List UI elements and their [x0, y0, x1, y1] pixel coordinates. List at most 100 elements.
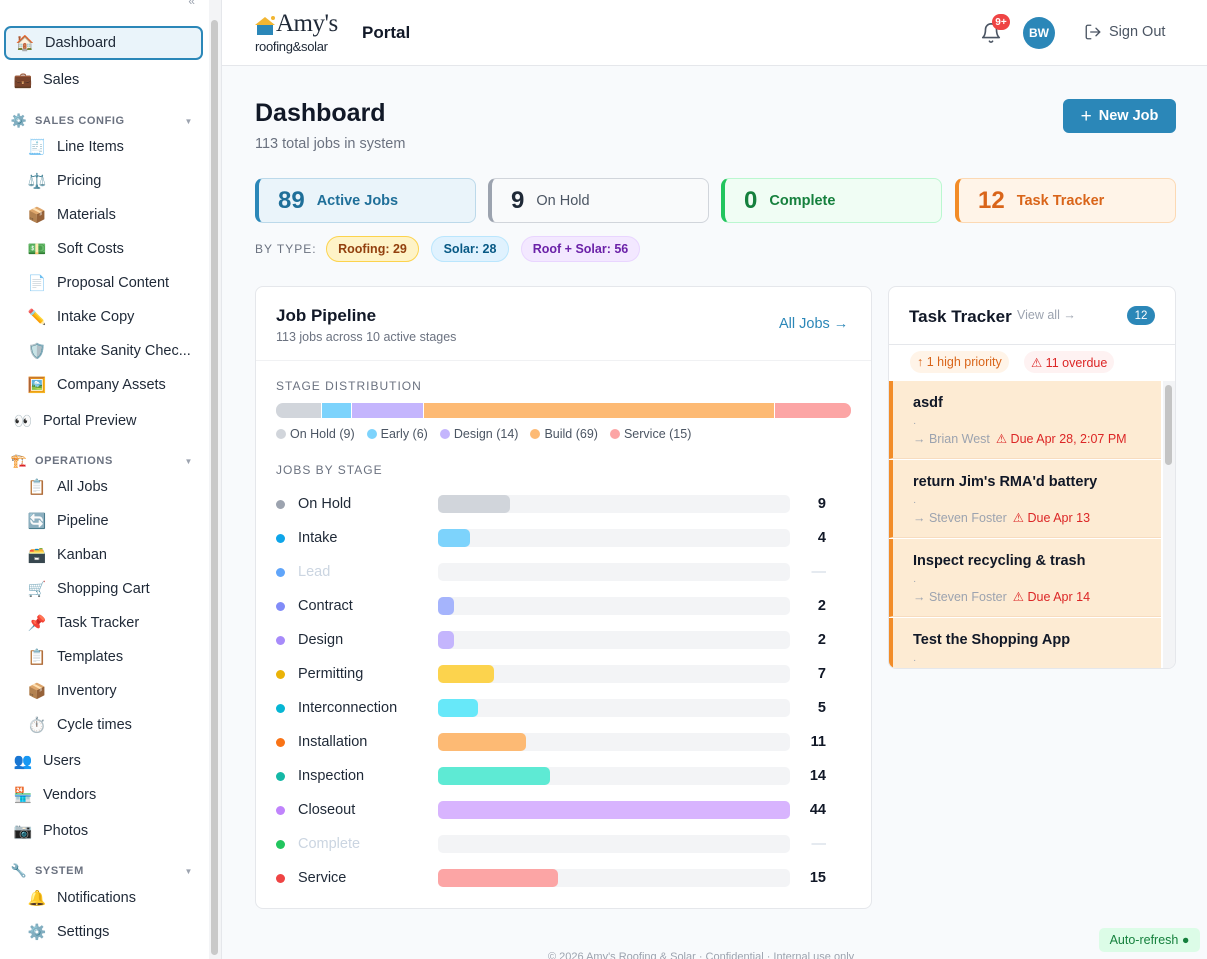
stage-row[interactable]: On Hold 9	[276, 487, 836, 521]
stat-card-complete[interactable]: 0 Complete	[721, 178, 942, 223]
stage-bar-track	[438, 631, 790, 649]
job-type-pill[interactable]: Solar: 28	[431, 236, 509, 262]
package-icon: 📦	[27, 207, 47, 224]
stage-row[interactable]: Permitting 7	[276, 657, 836, 691]
card-divider	[256, 360, 871, 361]
task-list-scrollbar-thumb[interactable]	[1165, 385, 1172, 465]
sidebar-item-kanban[interactable]: 🗃️ Kanban	[4, 538, 203, 572]
sidebar-item-templates[interactable]: 📋 Templates	[4, 640, 203, 674]
legend-swatch	[439, 429, 450, 439]
sidebar-item-intake-copy[interactable]: ✏️ Intake Copy	[4, 300, 203, 334]
sidebar-item-all-jobs[interactable]: 📋 All Jobs	[4, 470, 203, 504]
stage-bar-fill	[438, 801, 790, 819]
sidebar-item-label: Task Tracker	[57, 615, 140, 631]
stage-row[interactable]: Interconnection 5	[276, 691, 836, 725]
sidebar-item-proposal-content[interactable]: 📄 Proposal Content	[4, 266, 203, 300]
sidebar-item-users[interactable]: 👥 Users	[4, 744, 203, 778]
sidebar-item-label: Soft Costs	[57, 241, 124, 257]
distribution-segment[interactable]	[276, 403, 322, 418]
distribution-segment[interactable]	[321, 403, 353, 418]
distribution-segment[interactable]	[352, 403, 424, 418]
sidebar-item-notifications[interactable]: 🔔 Notifications	[4, 881, 203, 915]
stage-bar-track	[438, 699, 790, 717]
stage-row[interactable]: Design 2	[276, 623, 836, 657]
sidebar-scrollbar-thumb[interactable]	[211, 20, 218, 955]
chevron-down-icon[interactable]: ▼	[184, 456, 193, 466]
job-type-pill[interactable]: Roofing: 29	[326, 236, 419, 262]
stage-dot	[276, 874, 285, 883]
sidebar-item-dashboard[interactable]: 🏠 Dashboard	[4, 26, 203, 60]
sidebar-item-pipeline[interactable]: 🔄 Pipeline	[4, 504, 203, 538]
stage-row[interactable]: Intake 4	[276, 521, 836, 555]
sidebar-item-materials[interactable]: 📦 Materials	[4, 198, 203, 232]
overdue-chip[interactable]: ⚠ 11 overdue	[1024, 351, 1115, 373]
legend-label: On Hold (9)	[290, 427, 355, 441]
stage-count: 9	[817, 496, 826, 512]
task-item[interactable]: Inspect recycling & trash · → Steven Foste…	[889, 539, 1161, 617]
sidebar-group-sales-config[interactable]: ⚙️ SALES CONFIG ▼	[4, 110, 203, 132]
collapse-sidebar-icon[interactable]: «	[188, 0, 195, 8]
task-item[interactable]: Test the Shopping App ·	[889, 618, 1161, 668]
stage-name: On Hold	[298, 496, 352, 512]
auto-refresh-indicator[interactable]: Auto-refresh ●	[1099, 928, 1200, 952]
sidebar-group-system[interactable]: 🔧 SYSTEM ▼	[4, 860, 203, 882]
sidebar-item-shopping-cart[interactable]: 🛒 Shopping Cart	[4, 572, 203, 606]
stage-row[interactable]: Contract 2	[276, 589, 836, 623]
stage-count: —	[811, 564, 827, 580]
stage-bar-fill	[438, 699, 478, 717]
sidebar-group-operations[interactable]: 🏗️ OPERATIONS ▼	[4, 450, 203, 472]
stage-dot	[276, 772, 285, 781]
task-title: Test the Shopping App	[913, 632, 1071, 648]
sidebar-item-soft-costs[interactable]: 💵 Soft Costs	[4, 232, 203, 266]
stage-bar-fill	[438, 597, 454, 615]
stage-row[interactable]: Service 15	[276, 861, 836, 895]
distribution-segment[interactable]	[423, 403, 775, 418]
legend-swatch	[530, 429, 541, 439]
briefcase-icon: 💼	[13, 72, 33, 89]
chevron-down-icon[interactable]: ▼	[184, 866, 193, 876]
job-type-pill[interactable]: Roof + Solar: 56	[521, 236, 640, 262]
stage-bar-fill	[438, 733, 526, 751]
stat-card-task-tracker[interactable]: 12 Task Tracker	[955, 178, 1176, 223]
stage-count: 2	[817, 632, 826, 648]
view-all-tasks-link[interactable]: View all →	[1017, 308, 1076, 322]
sidebar-item-inventory[interactable]: 📦 Inventory	[4, 674, 203, 708]
stage-row[interactable]: Lead —	[276, 555, 836, 589]
task-item[interactable]: return Jim's RMA'd battery · → Steven Fost…	[889, 460, 1161, 538]
stage-bar-fill	[438, 869, 558, 887]
stage-row[interactable]: Inspection 14	[276, 759, 836, 793]
high-priority-chip[interactable]: ↑ 1 high priority	[910, 351, 1009, 373]
stage-row[interactable]: Complete —	[276, 827, 836, 861]
sidebar-item-intake-sanity[interactable]: 🛡️ Intake Sanity Chec...	[4, 334, 203, 368]
sidebar-item-line-items[interactable]: 🧾 Line Items	[4, 130, 203, 164]
stage-row[interactable]: Installation 11	[276, 725, 836, 759]
stage-bar-track	[438, 495, 790, 513]
bell-icon[interactable]	[980, 22, 1002, 44]
sidebar-item-portal-preview[interactable]: 👀 Portal Preview	[4, 404, 203, 438]
stage-row[interactable]: Closeout 44	[276, 793, 836, 827]
all-jobs-link[interactable]: All Jobs →	[779, 316, 849, 332]
company-logo[interactable]: Amy's roofing&solar	[254, 8, 354, 56]
logo-brand-tagline: roofing&solar	[255, 39, 328, 54]
sidebar-item-photos[interactable]: 📷 Photos	[4, 814, 203, 848]
task-item[interactable]: asdf · → Brian West ⚠ Due Apr 28, 2:07 PM	[889, 381, 1161, 459]
stat-card-on-hold[interactable]: 9 On Hold	[488, 178, 709, 223]
sidebar-item-label: Company Assets	[57, 377, 166, 393]
sidebar-item-sales[interactable]: 💼 Sales	[4, 63, 203, 97]
sidebar-item-task-tracker[interactable]: 📌 Task Tracker	[4, 606, 203, 640]
sidebar-item-settings[interactable]: ⚙️ Settings	[4, 915, 203, 949]
sign-out-label: Sign Out	[1109, 24, 1166, 40]
sidebar-item-pricing[interactable]: ⚖️ Pricing	[4, 164, 203, 198]
chevron-down-icon[interactable]: ▼	[184, 116, 193, 126]
distribution-segment[interactable]	[774, 403, 851, 418]
sidebar-item-company-assets[interactable]: 🖼️ Company Assets	[4, 368, 203, 402]
stat-card-active[interactable]: 89 Active Jobs	[255, 178, 476, 223]
new-job-button[interactable]: + New Job	[1063, 99, 1176, 133]
sign-out-button[interactable]: Sign Out	[1084, 23, 1165, 41]
stage-dot	[276, 670, 285, 679]
user-avatar[interactable]: BW	[1023, 17, 1055, 49]
page-title: Dashboard	[255, 99, 386, 127]
sidebar-item-vendors[interactable]: 🏪 Vendors	[4, 778, 203, 812]
stage-bar-fill	[438, 631, 454, 649]
sidebar-item-cycle-times[interactable]: ⏱️ Cycle times	[4, 708, 203, 742]
